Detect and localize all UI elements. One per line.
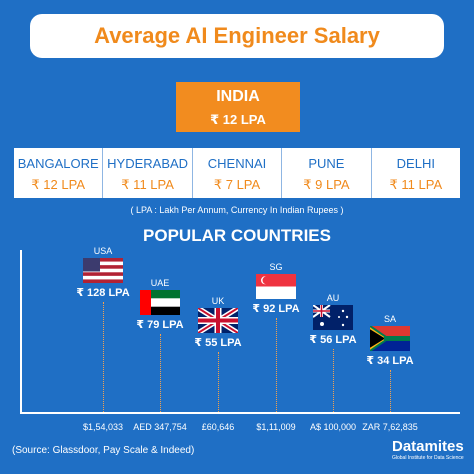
city-cell: CHENNAI ₹ 7 LPA <box>193 148 283 198</box>
salary-inr: ₹ 34 LPA <box>366 355 414 367</box>
logo-name: Datamites <box>392 438 464 455</box>
guide-line <box>160 334 161 412</box>
flag-image <box>140 290 180 315</box>
guide-line <box>103 302 104 412</box>
logo: Datamites Global Institute for Data Scie… <box>392 438 470 461</box>
india-salary: ₹ 12 LPA <box>210 112 266 127</box>
guide-line <box>276 318 277 412</box>
city-cell: BANGALORE ₹ 12 LPA <box>14 148 104 198</box>
city-name: BANGALORE <box>17 156 99 171</box>
country-code: SG <box>269 262 283 272</box>
city-salary: ₹ 12 LPA <box>31 177 85 192</box>
salary-inr: ₹ 92 LPA <box>252 303 300 315</box>
logo-tagline: Global Institute for Data Science <box>392 455 464 461</box>
india-box: INDIA ₹ 12 LPA <box>176 82 300 132</box>
city-name: DELHI <box>396 156 435 171</box>
city-name: HYDERABAD <box>107 156 189 171</box>
flag <box>196 305 240 336</box>
flag-image <box>312 304 353 330</box>
note: ( LPA : Lakh Per Annum, Currency In Indi… <box>130 205 344 215</box>
axis-x <box>20 412 460 414</box>
title: Average AI Engineer Salary <box>30 14 444 58</box>
salary-inr: ₹ 128 LPA <box>76 287 130 299</box>
axis-y <box>20 250 22 413</box>
flag-image <box>83 258 123 283</box>
city-name: CHENNAI <box>207 156 267 171</box>
city-cell: DELHI ₹ 11 LPA <box>372 148 460 198</box>
flag <box>83 258 123 283</box>
country-code: UAE <box>150 278 170 288</box>
flag-image <box>368 325 411 352</box>
salary-local: $1,54,033 <box>82 422 124 432</box>
country-code: SA <box>383 314 396 324</box>
city-cell: HYDERABAD ₹ 11 LPA <box>103 148 193 198</box>
flag <box>312 304 353 330</box>
city-cell: PUNE ₹ 9 LPA <box>282 148 372 198</box>
salary-local: ZAR 7,62,835 <box>362 422 418 432</box>
flag <box>256 274 296 299</box>
india-label: INDIA <box>216 88 260 105</box>
guide-line <box>333 349 334 412</box>
guide-line <box>218 352 219 412</box>
country-code: UK <box>211 296 225 306</box>
salary-inr: ₹ 55 LPA <box>194 337 242 349</box>
flag <box>368 325 411 352</box>
flag <box>140 290 180 315</box>
guide-line <box>390 370 391 412</box>
country-code: AU <box>326 293 340 303</box>
city-name: PUNE <box>308 156 345 171</box>
section-title: POPULAR COUNTRIES <box>143 226 331 245</box>
source: (Source: Glassdoor, Pay Scale & Indeed) <box>12 445 195 456</box>
city-salary: ₹ 7 LPA <box>213 177 261 192</box>
city-salary: ₹ 11 LPA <box>121 177 174 192</box>
salary-local: $1,11,009 <box>256 422 296 432</box>
salary-inr: ₹ 79 LPA <box>136 319 184 331</box>
country-code: USA <box>93 246 113 256</box>
city-salary: ₹ 11 LPA <box>389 177 443 192</box>
city-table: BANGALORE ₹ 12 LPA HYDERABAD ₹ 11 LPA CHENNA… <box>14 148 460 198</box>
flag-image <box>196 305 240 336</box>
salary-local: £60,646 <box>201 422 235 432</box>
flag-image <box>256 274 296 299</box>
city-salary: ₹ 9 LPA <box>303 177 350 192</box>
salary-local: AED 347,754 <box>133 422 187 432</box>
salary-local: A$ 100,000 <box>309 422 357 432</box>
salary-inr: ₹ 56 LPA <box>309 334 357 346</box>
